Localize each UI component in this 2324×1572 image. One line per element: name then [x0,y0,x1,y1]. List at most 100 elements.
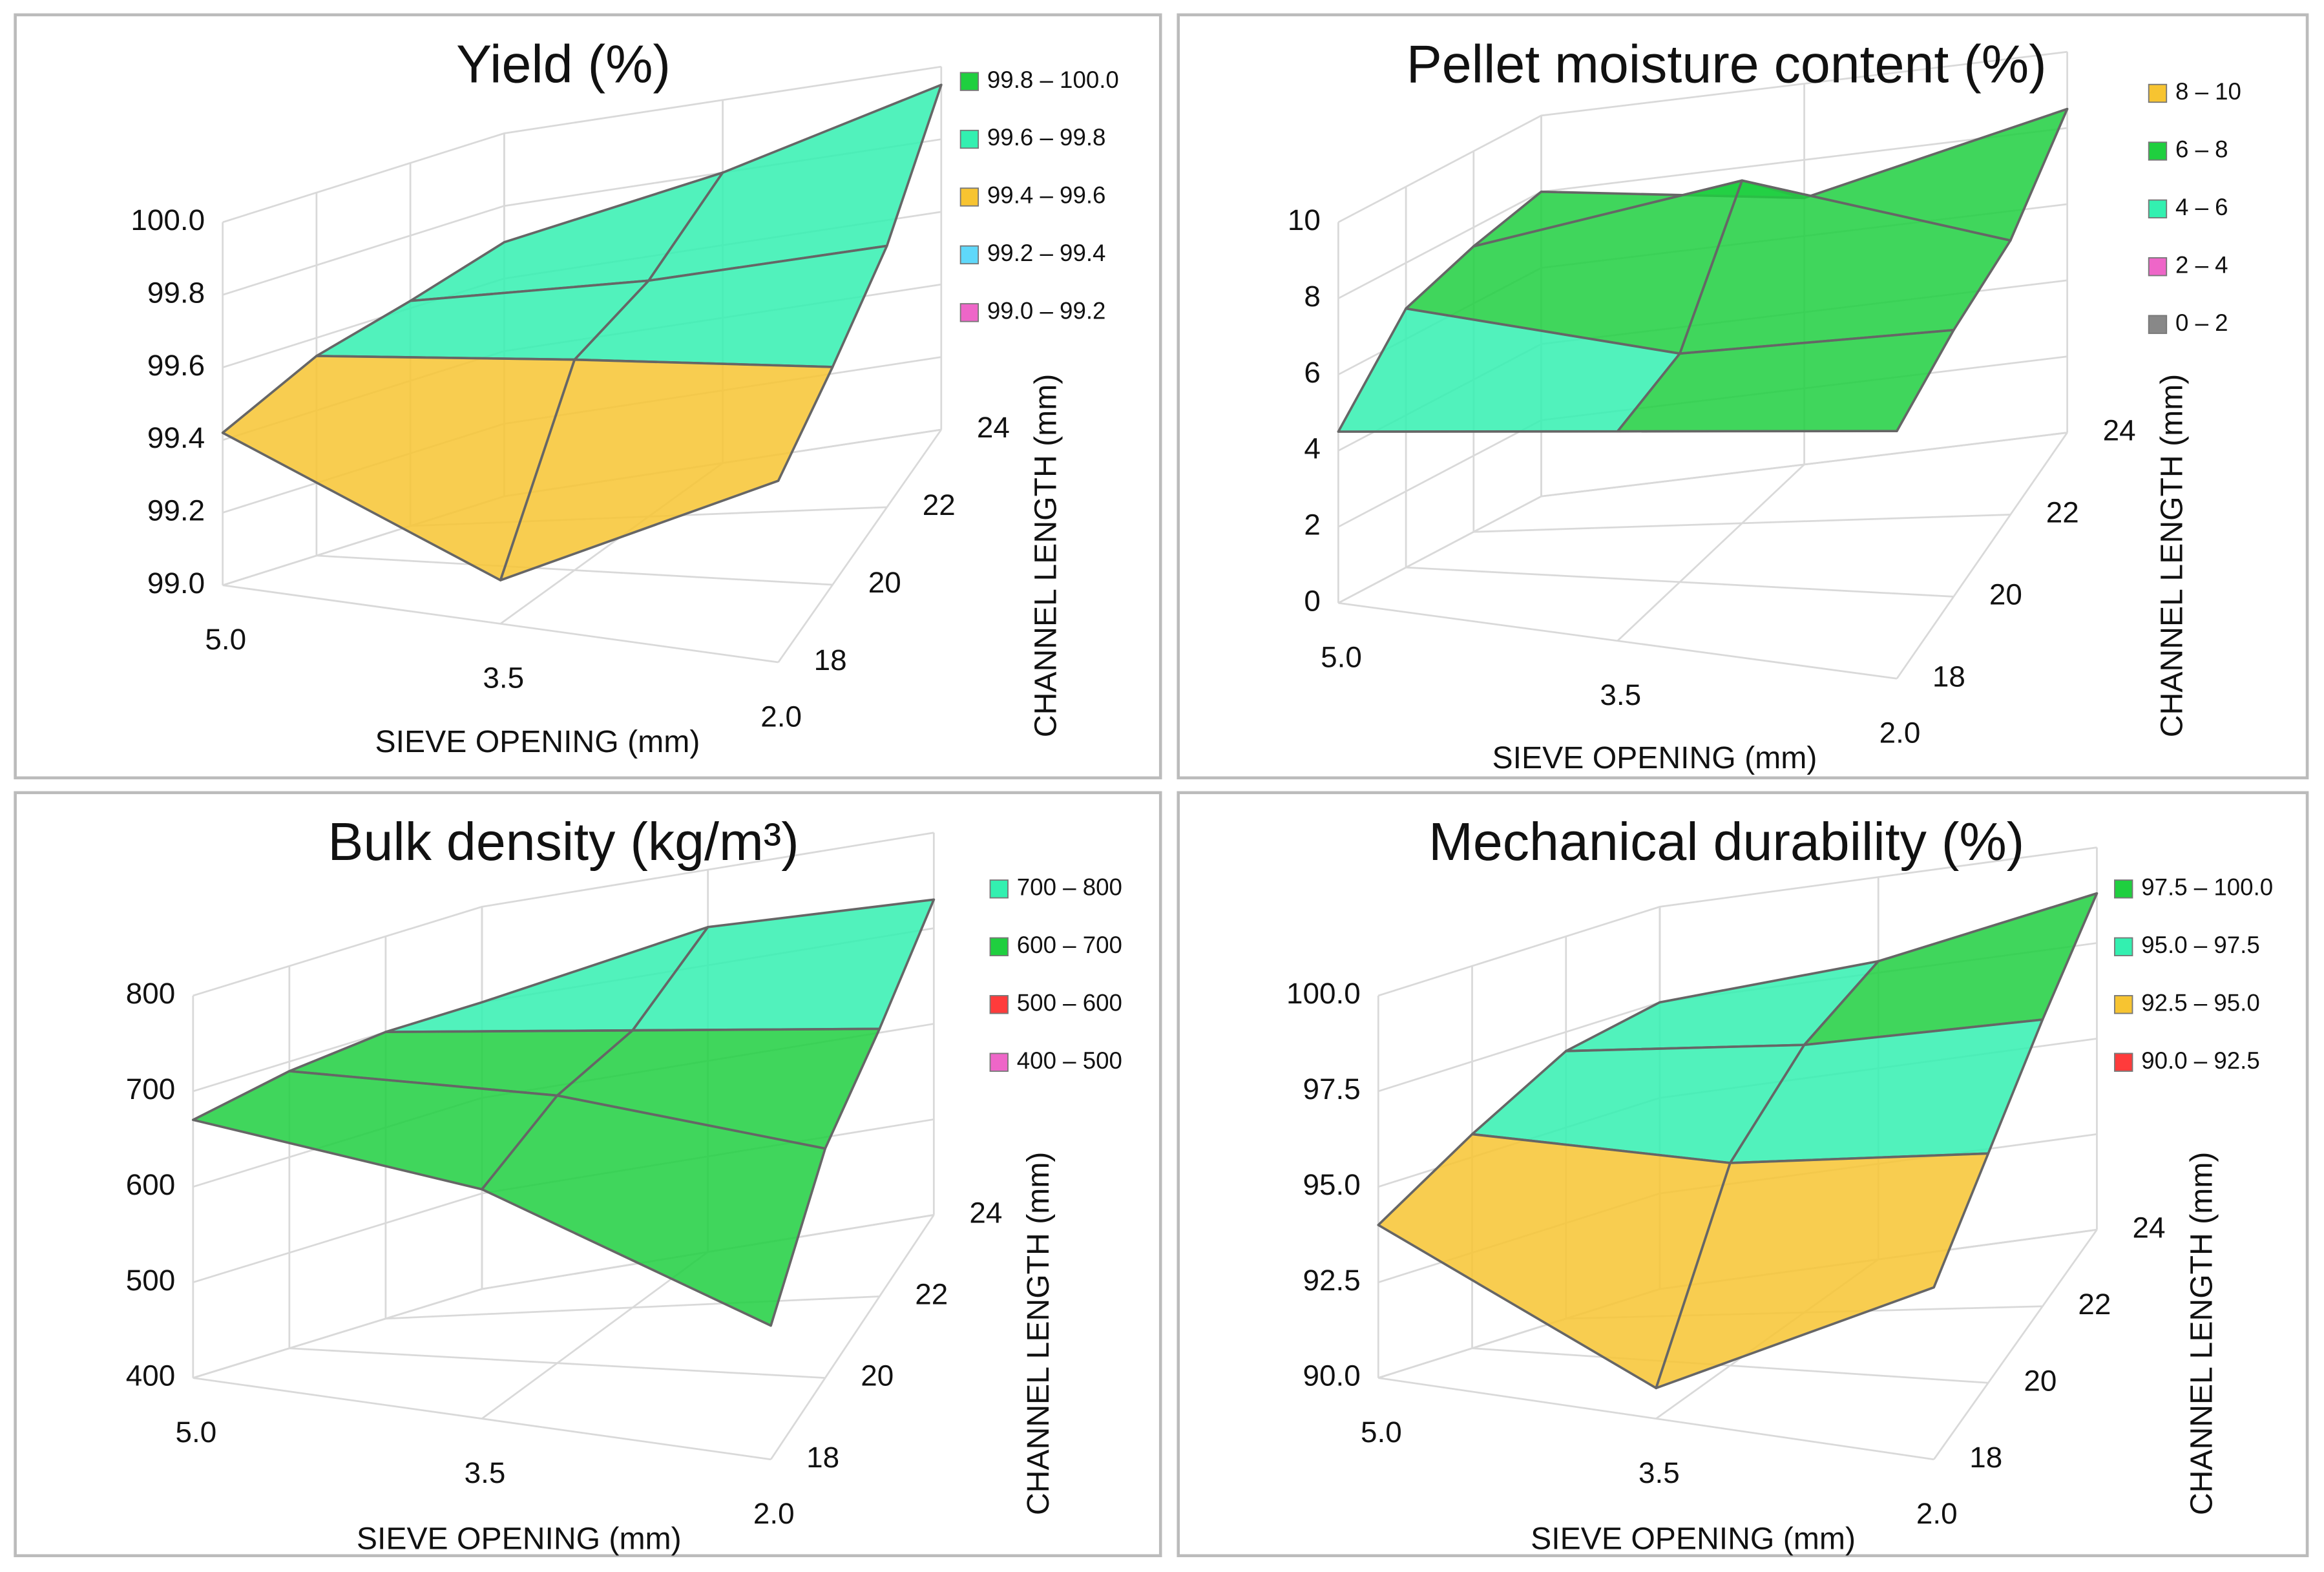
y-axis-label: CHANNEL LENGTH (mm) [2154,374,2189,738]
x-tick-label: 3.5 [1638,1456,1680,1489]
grid-line [1617,463,1805,642]
legend-swatch [2148,315,2168,334]
legend-label: 90.0 – 92.5 [2141,1047,2260,1074]
x-tick-label: 3.5 [483,661,524,695]
chart-title: Yield (%) [456,34,671,94]
z-tick-label: 800 [126,976,176,1010]
legend-label: 0 – 2 [2175,309,2228,336]
z-tick-label: 10 [1288,203,1321,236]
legend-swatch [2148,83,2168,103]
y-axis-label: CHANNEL LENGTH (mm) [1021,1152,1056,1516]
legend-label: 500 – 600 [1017,989,1122,1016]
chart-title: Bulk density (kg/m³) [328,812,799,872]
panel-frame [1177,791,2309,1558]
grid-line [193,1214,934,1379]
y-axis-label: CHANNEL LENGTH (mm) [1029,374,1063,738]
x-tick-label: 5.0 [176,1415,217,1449]
z-tick-label: 600 [126,1168,176,1201]
panel-frame [14,791,1162,1558]
x-axis-label: SIEVE OPENING (mm) [357,1522,682,1556]
z-tick-label: 99.0 [147,566,205,600]
z-tick-label: 99.2 [147,494,205,527]
legend-swatch [2114,879,2133,899]
z-tick-label: 6 [1304,355,1321,389]
z-tick-label: 99.4 [147,421,205,454]
y-tick-label: 20 [1989,577,2022,611]
y-tick-label: 18 [1932,659,1965,693]
legend-swatch [989,995,1009,1014]
legend-swatch [989,879,1009,899]
legend-swatch [2114,1053,2133,1072]
y-tick-label: 22 [2078,1287,2111,1321]
z-tick-label: 400 [126,1359,176,1392]
y-tick-label: 24 [977,410,1010,444]
legend-swatch [2148,141,2168,161]
legend-label: 400 – 500 [1017,1047,1122,1074]
y-tick-label: 20 [861,1359,894,1392]
z-tick-label: 90.0 [1303,1359,1361,1392]
legend-label: 8 – 10 [2175,78,2241,105]
z-tick-label: 97.5 [1303,1072,1361,1106]
chart-title: Pellet moisture content (%) [1407,34,2047,94]
z-tick-label: 100.0 [1286,976,1361,1010]
chart-title: Mechanical durability (%) [1429,812,2024,872]
z-tick-label: 500 [126,1263,176,1297]
z-tick-label: 92.5 [1303,1263,1361,1297]
legend-label: 6 – 8 [2175,136,2228,163]
y-tick-label: 22 [2046,496,2079,529]
y-tick-label: 22 [915,1277,948,1311]
surface-cell [1655,1152,1990,1390]
z-tick-label: 0 [1304,583,1321,617]
legend-swatch [2114,937,2133,956]
x-tick-label: 3.5 [1600,678,1641,711]
legend-label: 99.2 – 99.4 [987,240,1106,266]
legend-label: 97.5 – 100.0 [2141,874,2273,901]
legend-swatch [989,937,1009,956]
legend-swatch [959,245,979,265]
x-tick-label: 5.0 [1321,640,1362,674]
y-axis-label: CHANNEL LENGTH (mm) [2184,1152,2219,1516]
x-tick-label: 2.0 [760,699,802,733]
z-tick-label: 4 [1304,432,1321,465]
legend-swatch [2148,257,2168,277]
panel-frame [1177,13,2309,780]
y-tick-label: 22 [923,488,956,521]
z-tick-label: 100.0 [131,203,205,236]
legend-label: 95.0 – 97.5 [2141,932,2260,958]
legend-swatch [2114,995,2133,1014]
y-tick-label: 20 [2024,1363,2057,1397]
grid-line [769,1214,935,1460]
y-tick-label: 24 [2132,1210,2165,1244]
grid-line [1933,1229,2098,1460]
legend-label: 2 – 4 [2175,251,2228,278]
z-tick-label: 99.6 [147,348,205,382]
y-tick-label: 20 [868,565,901,599]
legend-swatch [959,303,979,322]
grid-line [1337,432,2068,604]
y-tick-label: 18 [814,643,847,676]
grid-line [1896,432,2068,680]
z-tick-label: 2 [1304,508,1321,541]
z-tick-label: 95.0 [1303,1168,1361,1201]
x-axis-label: SIEVE OPENING (mm) [375,724,700,759]
grid-line [481,1251,709,1420]
x-tick-label: 2.0 [1879,715,1921,749]
legend-label: 99.8 – 100.0 [987,67,1119,93]
surface-cell [481,1094,827,1327]
legend-label: 4 – 6 [2175,194,2228,220]
legend-swatch [959,187,979,207]
x-tick-label: 2.0 [1916,1496,1958,1530]
legend-swatch [959,72,979,91]
y-tick-label: 24 [969,1195,1002,1229]
z-tick-label: 8 [1304,279,1321,313]
legend-label: 700 – 800 [1017,874,1122,901]
legend-label: 99.4 – 99.6 [987,182,1106,209]
legend-label: 99.6 – 99.8 [987,124,1106,151]
x-axis-label: SIEVE OPENING (mm) [1531,1522,1856,1556]
x-tick-label: 2.0 [753,1496,795,1530]
grid-line [222,584,779,664]
y-tick-label: 18 [1969,1440,2002,1474]
y-tick-label: 18 [806,1440,839,1474]
grid-line [777,429,942,663]
